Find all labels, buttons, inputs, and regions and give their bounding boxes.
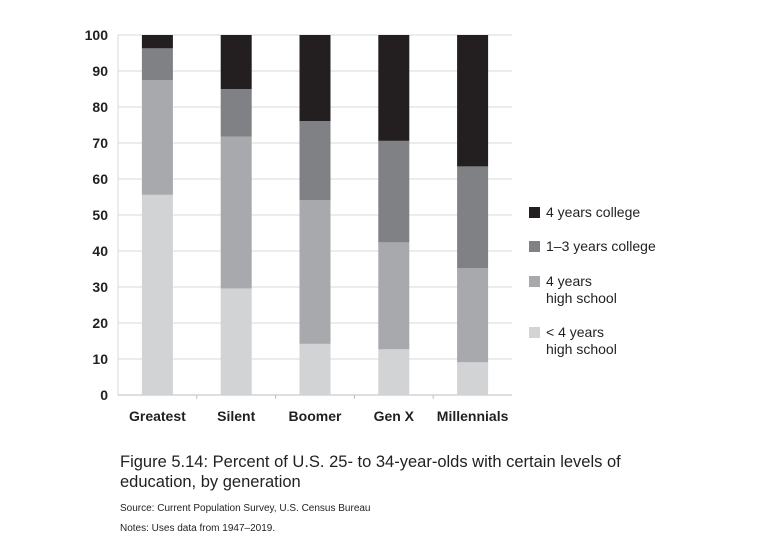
legend-label: 1–3 years college [546, 238, 656, 254]
bar-segment-millennials-series-0 [457, 362, 489, 395]
x-tick-label: Gen X [374, 408, 415, 424]
bar-segment-boomer-series-2 [299, 121, 331, 201]
source-note: Source: Current Population Survey, U.S. … [120, 503, 371, 514]
bar-segment-millennials-series-3 [457, 35, 489, 167]
y-tick-label: 60 [92, 171, 108, 187]
bar-segment-silent-series-2 [220, 89, 252, 137]
legend-label: 4 years high school [546, 273, 617, 306]
y-tick-label: 80 [92, 99, 108, 115]
bar-segment-millennials-series-2 [457, 166, 489, 269]
y-tick-label: 20 [92, 315, 108, 331]
y-tick-label: 10 [92, 351, 108, 367]
legend-swatch [529, 327, 540, 338]
x-tick-label: Millennials [437, 408, 509, 424]
y-tick-label: 40 [92, 243, 108, 259]
y-tick-label: 70 [92, 135, 108, 151]
stacked-bar-chart: 0 10 20 30 40 50 60 70 80 90 100 Greatest Silent Boom… [85, 27, 512, 424]
bar-segment-boomer-series-1 [299, 200, 331, 344]
bar-segment-gen-x-series-0 [378, 349, 410, 395]
bar-segment-gen-x-series-3 [378, 35, 410, 141]
legend-swatch [529, 207, 540, 218]
bar-segment-silent-series-0 [220, 288, 252, 395]
legend-swatch [529, 241, 540, 252]
bar-segment-boomer-series-3 [299, 35, 331, 122]
x-tick-label: Boomer [289, 408, 342, 424]
legend-label: < 4 years high school [546, 324, 617, 357]
legend-item-4-years-college: 4 years college [529, 204, 656, 221]
y-tick-label: 30 [92, 279, 108, 295]
bar-segment-greatest-series-0 [141, 194, 173, 395]
figure-caption: Figure 5.14: Percent of U.S. 25- to 34-y… [120, 453, 621, 491]
bar-segment-silent-series-1 [220, 136, 252, 289]
x-tick-label: Greatest [129, 408, 186, 424]
bar-segment-gen-x-series-1 [378, 242, 410, 350]
x-tick-label: Silent [217, 408, 255, 424]
bar-segment-millennials-series-1 [457, 268, 489, 363]
bar-segment-greatest-series-2 [141, 48, 173, 80]
legend-item-4-years-high-school: 4 years high school [529, 273, 656, 307]
y-tick-label: 90 [92, 63, 108, 79]
notes: Notes: Uses data from 1947–2019. [120, 523, 276, 534]
legend-swatch [529, 276, 540, 287]
bar-segment-silent-series-3 [220, 35, 252, 89]
legend-item-less-than-4-years-high-school: < 4 years high school [529, 324, 656, 358]
bar-segment-boomer-series-0 [299, 343, 331, 395]
y-tick-label: 50 [92, 207, 108, 223]
legend: 4 years college 1–3 years college 4 year… [529, 204, 656, 375]
y-tick-label: 0 [100, 387, 108, 403]
bar-segment-gen-x-series-2 [378, 140, 410, 243]
legend-label: 4 years college [546, 204, 641, 220]
y-tick-label: 100 [85, 27, 109, 43]
legend-item-1-3-years-college: 1–3 years college [529, 238, 656, 255]
bar-segment-greatest-series-1 [141, 80, 173, 195]
bar-segment-greatest-series-3 [141, 35, 173, 49]
